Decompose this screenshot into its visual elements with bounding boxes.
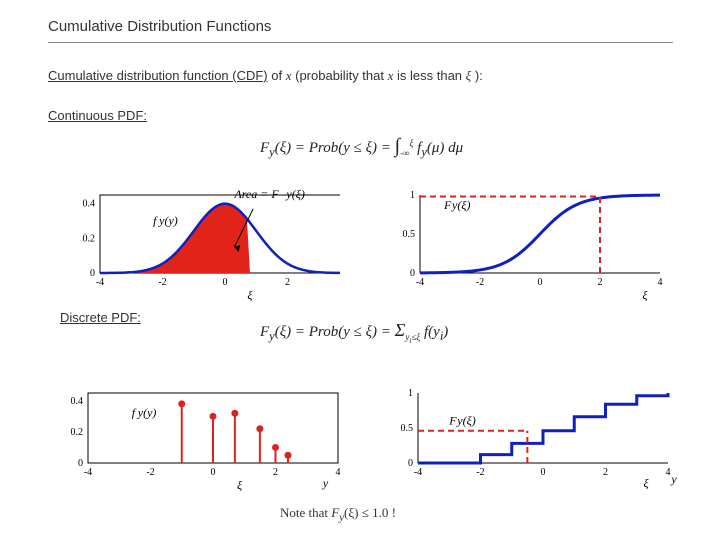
svg-text:-4: -4 [414, 467, 422, 478]
svg-text:0: 0 [90, 268, 95, 279]
svg-text:0: 0 [410, 268, 415, 279]
svg-text:-4: -4 [84, 467, 92, 478]
svg-text:y(ξ): y(ξ) [451, 198, 470, 212]
svg-text:-4: -4 [416, 277, 424, 288]
equation-discrete: Fy(ξ) = Prob(y ≤ ξ) = Σyi≤ξ f(yi) [260, 320, 448, 345]
svg-text:y: y [322, 476, 329, 490]
cdf-continuous-chart: -4 -2 0 2 4 0 0.5 1 F y(ξ) ξ [390, 185, 670, 305]
svg-text:0: 0 [223, 277, 228, 288]
svg-text:4: 4 [666, 467, 671, 478]
svg-text:F: F [443, 198, 452, 212]
svg-text:f: f [153, 213, 158, 227]
equation-continuous: Fy(ξ) = Prob(y ≤ ξ) = ∫-∞ξ fy(μ) dμ [260, 135, 463, 160]
svg-text:1: 1 [408, 388, 413, 399]
cdf-discrete-chart: -4 -2 0 2 4 0 0.5 1 F y(ξ) ξ y [390, 385, 680, 495]
section-continuous: Continuous PDF: [48, 108, 147, 123]
svg-text:2: 2 [603, 467, 608, 478]
divider [48, 42, 673, 43]
svg-text:y(ξ): y(ξ) [456, 414, 475, 428]
svg-text:f: f [132, 405, 137, 419]
svg-text:ξ: ξ [644, 476, 650, 490]
svg-text:0.2: 0.2 [83, 233, 96, 244]
svg-text:1: 1 [410, 190, 415, 201]
svg-text:0: 0 [408, 458, 413, 469]
svg-text:2: 2 [285, 277, 290, 288]
svg-text:ξ: ξ [247, 288, 253, 302]
svg-text:0.4: 0.4 [71, 396, 84, 407]
svg-text:y(y): y(y) [137, 405, 157, 419]
svg-text:-2: -2 [146, 467, 154, 478]
svg-text:ξ: ξ [237, 478, 243, 492]
svg-text:y(y): y(y) [158, 213, 178, 227]
svg-text:y(ξ): y(ξ) [285, 187, 304, 201]
pdf-continuous-chart: -4-202400.20.4f y(y)Area = F y(ξ)ξy [70, 185, 340, 305]
svg-text:0.2: 0.2 [71, 427, 84, 438]
intro-prefix: Cumulative distribution function (CDF) [48, 68, 268, 83]
svg-text:2: 2 [273, 467, 278, 478]
svg-text:-2: -2 [476, 467, 484, 478]
svg-text:Area = F: Area = F [233, 187, 279, 201]
svg-text:y: y [670, 472, 677, 486]
svg-text:-2: -2 [158, 277, 166, 288]
intro-text: Cumulative distribution function (CDF) o… [48, 68, 483, 84]
svg-text:2: 2 [598, 277, 603, 288]
svg-text:-4: -4 [96, 277, 104, 288]
note-text: Note that Fy(ξ) ≤ 1.0 ! [280, 505, 396, 524]
svg-text:0: 0 [541, 467, 546, 478]
svg-text:0: 0 [78, 458, 83, 469]
svg-text:0: 0 [211, 467, 216, 478]
svg-text:0.4: 0.4 [83, 199, 96, 210]
svg-text:-2: -2 [476, 277, 484, 288]
section-discrete: Discrete PDF: [60, 310, 141, 325]
page-title: Cumulative Distribution Functions [48, 18, 271, 35]
svg-text:ξ: ξ [642, 288, 648, 302]
svg-text:F: F [448, 414, 457, 428]
svg-text:4: 4 [658, 277, 663, 288]
svg-text:0.5: 0.5 [403, 229, 416, 240]
svg-text:0.5: 0.5 [401, 423, 414, 434]
svg-text:4: 4 [336, 467, 341, 478]
pdf-discrete-chart: -4 -2 0 2 4 0 0.2 0.4 f y(y) ξ y [60, 385, 340, 495]
svg-text:0: 0 [538, 277, 543, 288]
